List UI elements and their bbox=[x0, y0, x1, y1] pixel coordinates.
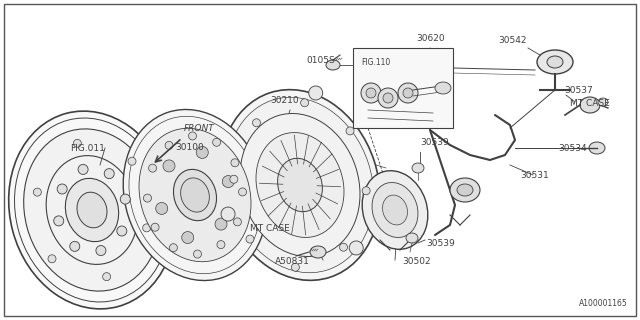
Ellipse shape bbox=[33, 188, 42, 196]
Ellipse shape bbox=[173, 169, 216, 221]
Ellipse shape bbox=[301, 99, 308, 107]
Ellipse shape bbox=[412, 163, 424, 173]
Ellipse shape bbox=[231, 159, 239, 167]
Ellipse shape bbox=[163, 160, 175, 172]
Ellipse shape bbox=[96, 245, 106, 256]
Ellipse shape bbox=[406, 233, 418, 243]
Ellipse shape bbox=[165, 141, 173, 149]
Text: FIG.011: FIG.011 bbox=[70, 143, 105, 153]
Ellipse shape bbox=[143, 194, 152, 202]
Ellipse shape bbox=[54, 216, 64, 226]
Ellipse shape bbox=[102, 273, 111, 281]
Ellipse shape bbox=[246, 235, 254, 243]
Ellipse shape bbox=[547, 56, 563, 68]
Ellipse shape bbox=[362, 187, 370, 195]
Ellipse shape bbox=[230, 175, 238, 183]
Ellipse shape bbox=[217, 241, 225, 249]
Ellipse shape bbox=[46, 156, 138, 264]
Ellipse shape bbox=[361, 83, 381, 103]
Text: MT CASE: MT CASE bbox=[250, 223, 290, 233]
Ellipse shape bbox=[240, 114, 360, 257]
Ellipse shape bbox=[383, 195, 408, 225]
Text: 0105S: 0105S bbox=[306, 55, 335, 65]
Ellipse shape bbox=[227, 97, 374, 273]
Ellipse shape bbox=[143, 224, 150, 232]
Ellipse shape bbox=[128, 157, 136, 165]
Ellipse shape bbox=[256, 132, 344, 237]
Ellipse shape bbox=[193, 250, 202, 258]
Ellipse shape bbox=[74, 139, 81, 147]
Text: FIG.110: FIG.110 bbox=[361, 58, 390, 67]
Text: 30542: 30542 bbox=[498, 36, 527, 44]
Ellipse shape bbox=[15, 118, 170, 302]
Text: 30537: 30537 bbox=[564, 85, 593, 94]
Ellipse shape bbox=[378, 88, 398, 108]
Ellipse shape bbox=[234, 218, 241, 226]
Ellipse shape bbox=[362, 171, 428, 249]
Ellipse shape bbox=[215, 218, 227, 230]
Ellipse shape bbox=[182, 232, 194, 244]
Ellipse shape bbox=[403, 88, 413, 98]
Ellipse shape bbox=[65, 178, 118, 242]
Text: A50831: A50831 bbox=[275, 258, 310, 267]
Ellipse shape bbox=[450, 178, 480, 202]
Text: 30502: 30502 bbox=[402, 258, 431, 267]
Ellipse shape bbox=[598, 98, 608, 106]
Ellipse shape bbox=[129, 116, 261, 274]
Ellipse shape bbox=[457, 184, 473, 196]
Ellipse shape bbox=[104, 169, 114, 179]
Text: 30100: 30100 bbox=[175, 142, 204, 151]
Ellipse shape bbox=[196, 147, 208, 158]
Ellipse shape bbox=[148, 164, 157, 172]
Ellipse shape bbox=[221, 207, 235, 221]
Ellipse shape bbox=[366, 88, 376, 98]
Ellipse shape bbox=[308, 86, 323, 100]
Ellipse shape bbox=[346, 127, 354, 135]
Ellipse shape bbox=[189, 132, 196, 140]
Ellipse shape bbox=[124, 109, 267, 281]
Ellipse shape bbox=[349, 241, 364, 255]
Ellipse shape bbox=[156, 203, 168, 214]
Ellipse shape bbox=[57, 184, 67, 194]
Ellipse shape bbox=[48, 255, 56, 263]
Text: 30539: 30539 bbox=[426, 238, 455, 247]
Bar bbox=[353, 48, 453, 128]
Ellipse shape bbox=[339, 243, 348, 251]
Ellipse shape bbox=[326, 60, 340, 70]
Text: 30531: 30531 bbox=[520, 171, 548, 180]
Ellipse shape bbox=[117, 226, 127, 236]
Text: 30534: 30534 bbox=[558, 143, 587, 153]
Ellipse shape bbox=[151, 223, 159, 231]
Ellipse shape bbox=[435, 82, 451, 94]
Ellipse shape bbox=[239, 188, 246, 196]
Ellipse shape bbox=[78, 164, 88, 174]
Ellipse shape bbox=[212, 138, 221, 146]
Ellipse shape bbox=[139, 128, 251, 262]
Ellipse shape bbox=[383, 93, 393, 103]
Text: 30620: 30620 bbox=[416, 34, 445, 43]
Ellipse shape bbox=[70, 241, 80, 252]
Ellipse shape bbox=[589, 142, 605, 154]
Text: MT CASE: MT CASE bbox=[570, 99, 610, 108]
Ellipse shape bbox=[222, 176, 234, 188]
Ellipse shape bbox=[372, 182, 418, 237]
Ellipse shape bbox=[180, 178, 209, 212]
Text: 30210: 30210 bbox=[270, 95, 299, 105]
Ellipse shape bbox=[291, 263, 300, 271]
Ellipse shape bbox=[537, 50, 573, 74]
Text: FRONT: FRONT bbox=[184, 124, 215, 133]
Text: A100001165: A100001165 bbox=[579, 299, 628, 308]
Ellipse shape bbox=[9, 111, 175, 309]
Ellipse shape bbox=[310, 246, 326, 258]
Ellipse shape bbox=[220, 90, 380, 280]
Ellipse shape bbox=[120, 194, 131, 204]
Ellipse shape bbox=[24, 129, 161, 291]
Ellipse shape bbox=[278, 158, 323, 212]
Text: 30539: 30539 bbox=[420, 138, 449, 147]
Ellipse shape bbox=[253, 119, 260, 127]
Ellipse shape bbox=[398, 83, 418, 103]
Ellipse shape bbox=[77, 192, 107, 228]
Ellipse shape bbox=[170, 244, 177, 252]
Ellipse shape bbox=[580, 97, 600, 113]
